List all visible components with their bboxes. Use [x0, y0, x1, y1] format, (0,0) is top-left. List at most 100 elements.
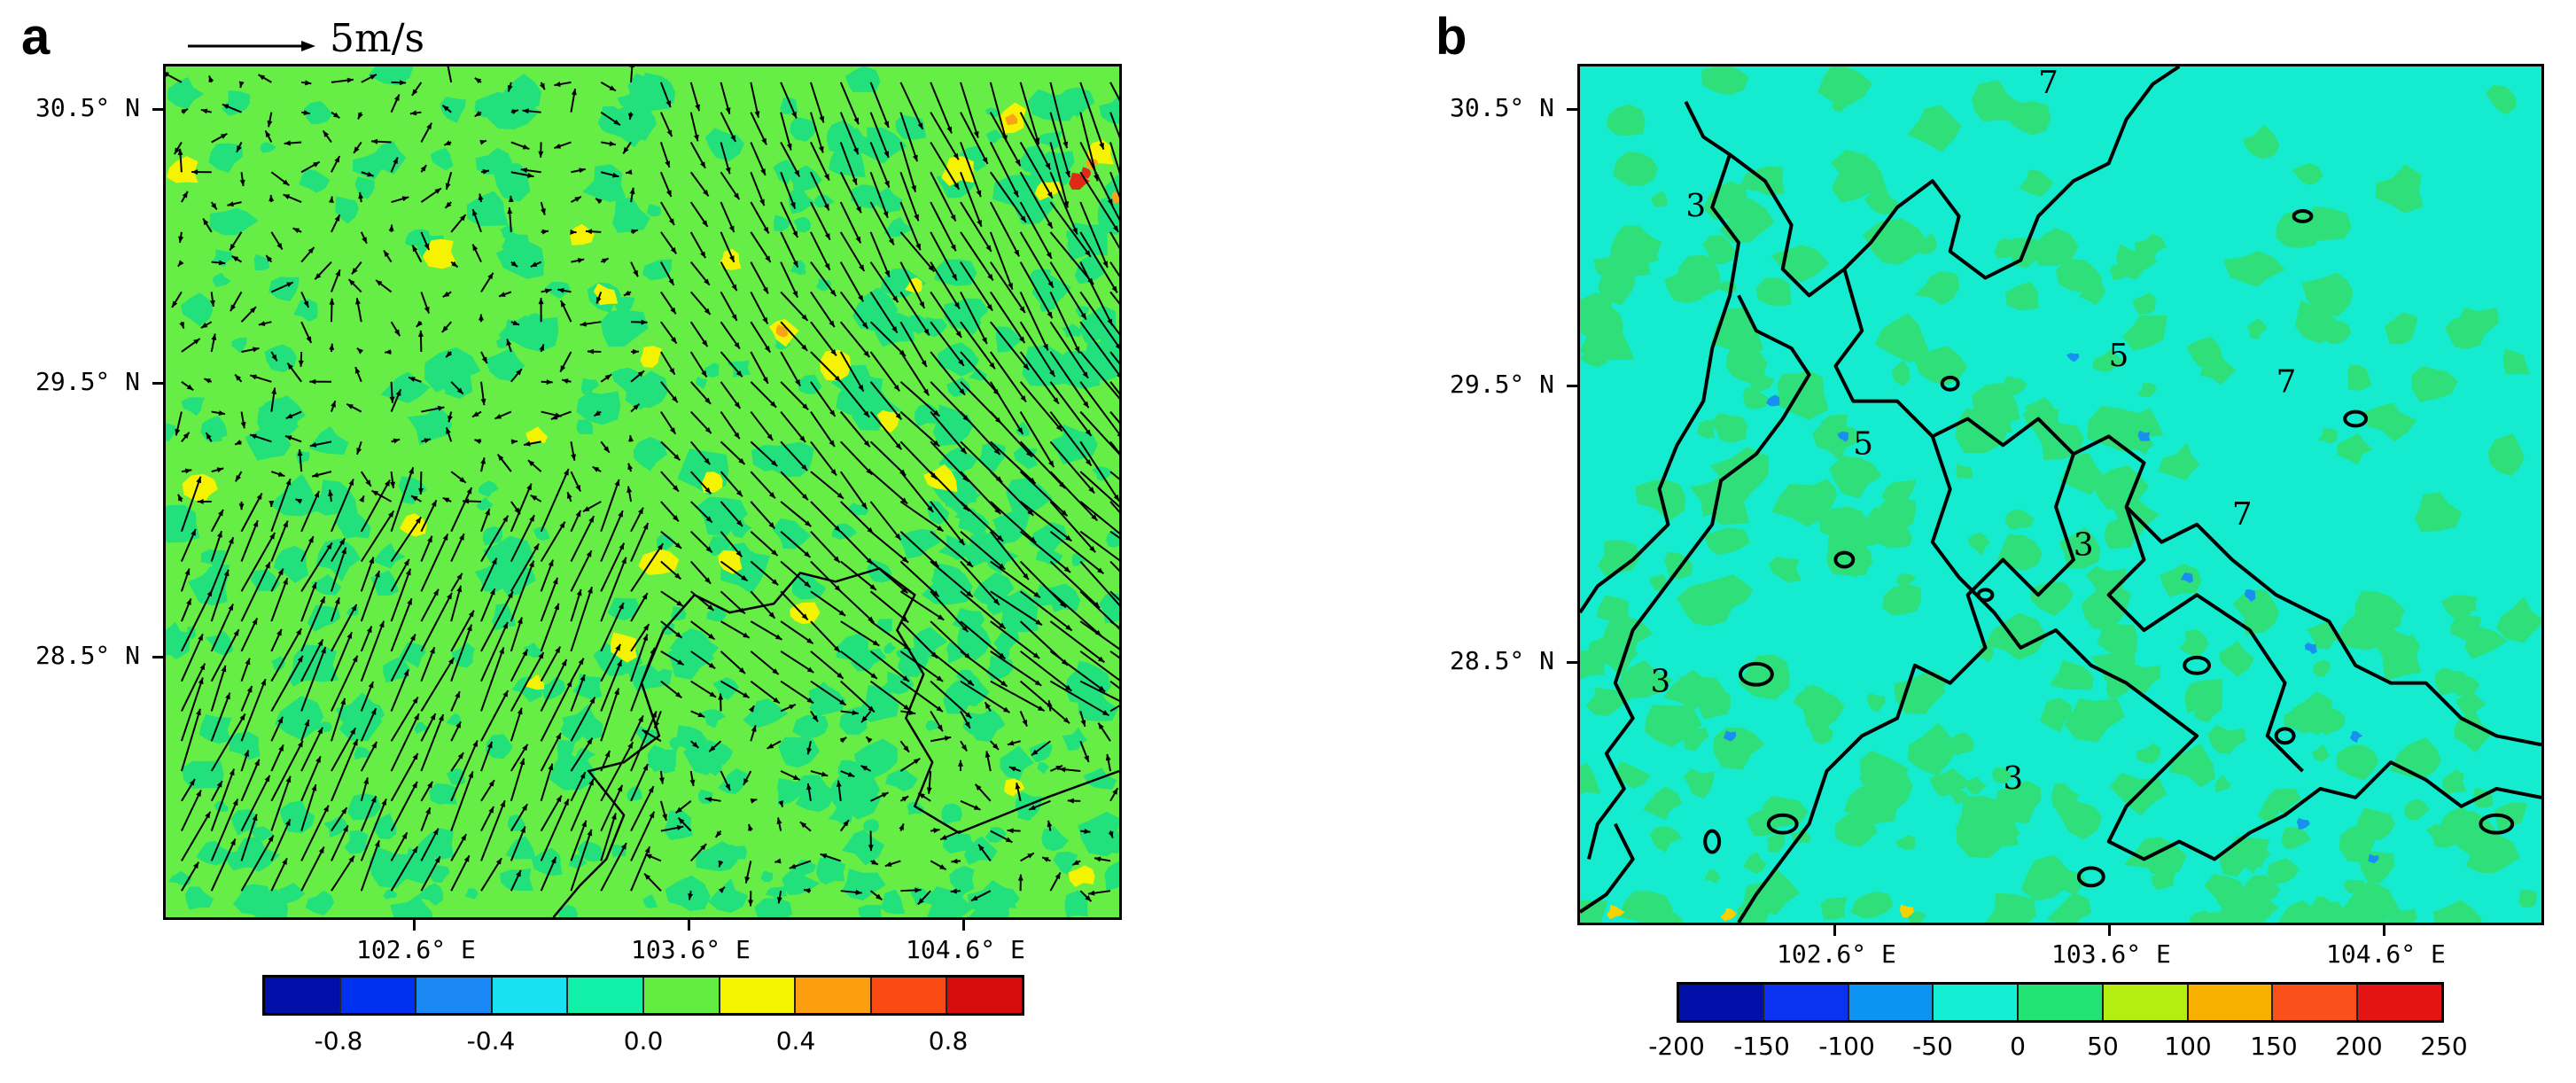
field-patch — [625, 385, 651, 410]
field-patch — [664, 810, 694, 840]
wind-arrowhead — [1064, 684, 1072, 691]
field-patch — [967, 880, 1009, 917]
wind-arrowhead — [352, 739, 358, 746]
field-patch-positive — [719, 248, 742, 270]
field-patch — [1099, 95, 1119, 124]
wind-arrowhead — [228, 604, 234, 612]
wind-arrowhead — [223, 569, 230, 577]
wind-arrowhead — [564, 469, 569, 476]
field-patch — [2319, 716, 2342, 736]
wind-arrow — [810, 351, 842, 383]
wind-arrowhead — [309, 378, 316, 385]
wind-arrow — [390, 467, 415, 533]
wind-arrowhead — [479, 314, 484, 321]
field-patch — [2004, 281, 2039, 311]
wind-arrowhead — [346, 77, 354, 83]
wind-arrow — [510, 514, 535, 562]
field-patch — [2067, 810, 2090, 829]
colorbar-swatch — [642, 978, 719, 1013]
wind-arrowhead — [370, 708, 377, 715]
wind-arrowhead — [283, 578, 288, 585]
wind-arrowhead — [1055, 765, 1062, 771]
wind-arrow — [210, 799, 239, 861]
wind-arrow — [1049, 291, 1081, 354]
wind-arrowhead — [1000, 680, 1008, 687]
wind-arrowhead — [642, 634, 648, 642]
field-patch — [708, 877, 749, 913]
wind-arrowhead — [221, 665, 227, 673]
y-tick-label: 29.5° N — [1450, 370, 1555, 399]
wind-arrowhead — [895, 413, 902, 420]
wind-arrowhead — [801, 464, 808, 471]
field-patch — [1769, 556, 1802, 583]
wind-arrow — [930, 112, 960, 160]
field-patch — [229, 731, 261, 760]
field-patch-positive — [820, 349, 852, 381]
wind-arrowhead — [403, 669, 409, 676]
field-patch — [335, 196, 359, 224]
wind-arrowhead — [181, 109, 189, 114]
wind-arrow — [960, 560, 1000, 606]
y-tick-mark — [1567, 661, 1579, 664]
wind-arrow — [1049, 321, 1089, 379]
field-patch — [808, 682, 842, 710]
wind-arrowhead — [555, 646, 561, 654]
wind-arrowhead — [725, 167, 731, 175]
wind-arrow — [930, 351, 966, 396]
field-patch — [2136, 743, 2161, 764]
wind-arrow — [990, 680, 1046, 713]
field-patch — [230, 809, 257, 836]
wind-arrow — [390, 668, 409, 712]
wind-arrowhead — [331, 401, 336, 408]
field-patch — [1972, 382, 2020, 425]
field-patch — [374, 813, 397, 839]
field-patch — [212, 272, 231, 288]
wind-arrowhead — [219, 260, 226, 266]
wind-arrowhead — [627, 742, 634, 749]
wind-arrowhead — [427, 781, 433, 789]
wind-arrowhead — [346, 632, 353, 639]
field-patch — [1928, 767, 1972, 797]
wind-arrow — [240, 493, 263, 533]
field-patch — [2214, 775, 2231, 793]
x-tick-mark — [413, 918, 416, 931]
wind-arrow — [181, 589, 214, 652]
wind-arrow — [480, 690, 510, 742]
contour-line — [1580, 822, 1635, 914]
field-patch — [2218, 640, 2255, 677]
contour-line — [2106, 506, 2304, 773]
wind-arrowhead — [268, 835, 274, 842]
wind-arrowhead — [708, 662, 716, 669]
field-patch — [1782, 258, 1813, 278]
wind-arrowhead — [332, 112, 340, 119]
wind-arrowhead — [455, 691, 460, 698]
wind-arrowhead — [446, 351, 453, 358]
colorbar-swatch — [1847, 985, 1933, 1020]
wind-arrow — [989, 351, 1027, 403]
wind-arrow — [540, 680, 573, 742]
wind-arrowhead — [933, 828, 940, 834]
field-patch — [1882, 583, 1921, 616]
wind-arrowhead — [229, 768, 235, 776]
wind-arrow — [450, 854, 471, 892]
wind-arrowhead — [424, 438, 432, 444]
wind-arrow — [869, 201, 895, 245]
wind-arrow — [810, 321, 837, 356]
colorbar-swatch — [490, 978, 567, 1013]
wind-arrow — [510, 560, 535, 622]
field-patch — [2301, 272, 2354, 317]
field-patch — [2222, 250, 2285, 287]
wind-arrowhead — [643, 624, 650, 631]
wind-arrowhead — [342, 825, 348, 832]
wind-arrowhead — [855, 889, 862, 895]
field-patch — [2219, 846, 2253, 877]
field-patch — [310, 479, 358, 516]
wind-arrowhead — [564, 799, 569, 806]
wind-arrowhead — [1047, 700, 1053, 707]
wind-arrowhead — [313, 161, 320, 168]
field-patch — [1062, 727, 1087, 752]
wind-arrow — [1020, 501, 1073, 542]
wind-arrowhead — [278, 744, 284, 752]
wind-arrowhead — [296, 628, 302, 635]
